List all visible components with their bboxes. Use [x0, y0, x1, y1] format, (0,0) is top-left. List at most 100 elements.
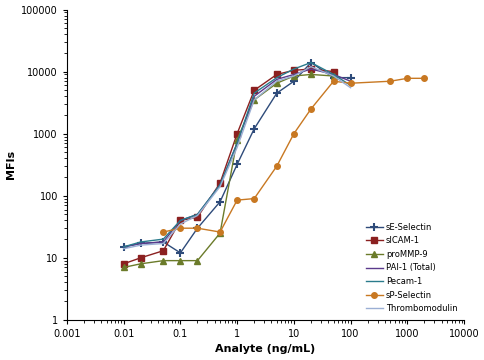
Thrombomodulin — [194, 213, 200, 218]
proMMP-9 — [251, 98, 257, 102]
sE-Selectin — [137, 241, 143, 246]
sE-Selectin — [307, 60, 313, 65]
Line: PAI-1 (Total): PAI-1 (Total) — [123, 69, 350, 247]
sICAM-1 — [234, 131, 240, 136]
PAI-1 (Total) — [307, 67, 313, 71]
sICAM-1 — [160, 248, 166, 253]
sE-Selectin — [251, 127, 257, 131]
PAI-1 (Total) — [234, 141, 240, 145]
proMMP-9 — [330, 74, 336, 78]
Pecam-1 — [307, 60, 313, 65]
Line: sP-Selectin: sP-Selectin — [160, 76, 426, 235]
sE-Selectin — [160, 240, 166, 244]
Pecam-1 — [177, 218, 183, 222]
sP-Selectin — [160, 230, 166, 234]
Thrombomodulin — [251, 98, 257, 102]
sP-Selectin — [251, 197, 257, 201]
Thrombomodulin — [307, 64, 313, 69]
proMMP-9 — [290, 74, 296, 78]
Pecam-1 — [251, 91, 257, 95]
Legend: sE-Selectin, sICAM-1, proMMP-9, PAI-1 (Total), Pecam-1, sP-Selectin, Thrombomodu: sE-Selectin, sICAM-1, proMMP-9, PAI-1 (T… — [363, 220, 459, 316]
PAI-1 (Total) — [121, 245, 126, 249]
Thrombomodulin — [273, 79, 279, 84]
Line: sICAM-1: sICAM-1 — [121, 66, 335, 267]
PAI-1 (Total) — [330, 72, 336, 77]
sICAM-1 — [307, 67, 313, 71]
sE-Selectin — [194, 226, 200, 230]
sICAM-1 — [121, 262, 126, 266]
Thrombomodulin — [137, 243, 143, 247]
sICAM-1 — [273, 72, 279, 77]
sP-Selectin — [217, 230, 223, 234]
sE-Selectin — [273, 91, 279, 95]
PAI-1 (Total) — [251, 94, 257, 99]
Pecam-1 — [160, 237, 166, 241]
sE-Selectin — [330, 76, 336, 80]
Pecam-1 — [121, 245, 126, 249]
Thrombomodulin — [217, 185, 223, 189]
Line: Pecam-1: Pecam-1 — [123, 63, 350, 247]
PAI-1 (Total) — [217, 183, 223, 187]
sE-Selectin — [234, 162, 240, 167]
proMMP-9 — [217, 231, 223, 235]
sP-Selectin — [194, 226, 200, 230]
PAI-1 (Total) — [137, 241, 143, 246]
proMMP-9 — [121, 265, 126, 270]
Pecam-1 — [273, 76, 279, 80]
sICAM-1 — [251, 88, 257, 93]
Pecam-1 — [290, 67, 296, 71]
proMMP-9 — [177, 258, 183, 263]
Pecam-1 — [330, 72, 336, 77]
sICAM-1 — [137, 256, 143, 260]
sP-Selectin — [421, 76, 426, 81]
PAI-1 (Total) — [273, 77, 279, 81]
sP-Selectin — [290, 131, 296, 136]
sICAM-1 — [330, 69, 336, 74]
sICAM-1 — [177, 218, 183, 222]
X-axis label: Analyte (ng/mL): Analyte (ng/mL) — [215, 345, 315, 355]
proMMP-9 — [307, 72, 313, 77]
PAI-1 (Total) — [347, 79, 353, 84]
PAI-1 (Total) — [177, 218, 183, 222]
proMMP-9 — [137, 262, 143, 266]
Thrombomodulin — [347, 86, 353, 90]
sE-Selectin — [347, 76, 353, 80]
sP-Selectin — [347, 81, 353, 85]
sE-Selectin — [290, 79, 296, 84]
sP-Selectin — [177, 226, 183, 230]
Thrombomodulin — [121, 247, 126, 251]
proMMP-9 — [273, 81, 279, 85]
Pecam-1 — [194, 212, 200, 217]
sP-Selectin — [273, 164, 279, 168]
sP-Selectin — [330, 79, 336, 84]
sP-Selectin — [234, 198, 240, 202]
Thrombomodulin — [160, 241, 166, 246]
sICAM-1 — [290, 68, 296, 72]
Thrombomodulin — [177, 222, 183, 226]
PAI-1 (Total) — [160, 240, 166, 244]
PAI-1 (Total) — [194, 212, 200, 217]
sICAM-1 — [217, 181, 223, 185]
PAI-1 (Total) — [290, 72, 296, 77]
Pecam-1 — [217, 183, 223, 187]
sE-Selectin — [217, 199, 223, 204]
Pecam-1 — [137, 240, 143, 244]
proMMP-9 — [234, 138, 240, 142]
Thrombomodulin — [290, 74, 296, 78]
Line: Thrombomodulin: Thrombomodulin — [123, 67, 350, 249]
sP-Selectin — [307, 107, 313, 111]
Y-axis label: MFIs: MFIs — [5, 150, 15, 179]
Line: proMMP-9: proMMP-9 — [121, 72, 335, 270]
sP-Selectin — [387, 79, 393, 84]
sE-Selectin — [121, 245, 126, 249]
sP-Selectin — [404, 76, 409, 81]
Line: sE-Selectin: sE-Selectin — [119, 58, 354, 257]
Pecam-1 — [347, 83, 353, 87]
Pecam-1 — [234, 141, 240, 145]
Thrombomodulin — [234, 145, 240, 150]
proMMP-9 — [160, 258, 166, 263]
sE-Selectin — [177, 251, 183, 255]
sICAM-1 — [194, 215, 200, 220]
Thrombomodulin — [330, 74, 336, 78]
proMMP-9 — [194, 258, 200, 263]
